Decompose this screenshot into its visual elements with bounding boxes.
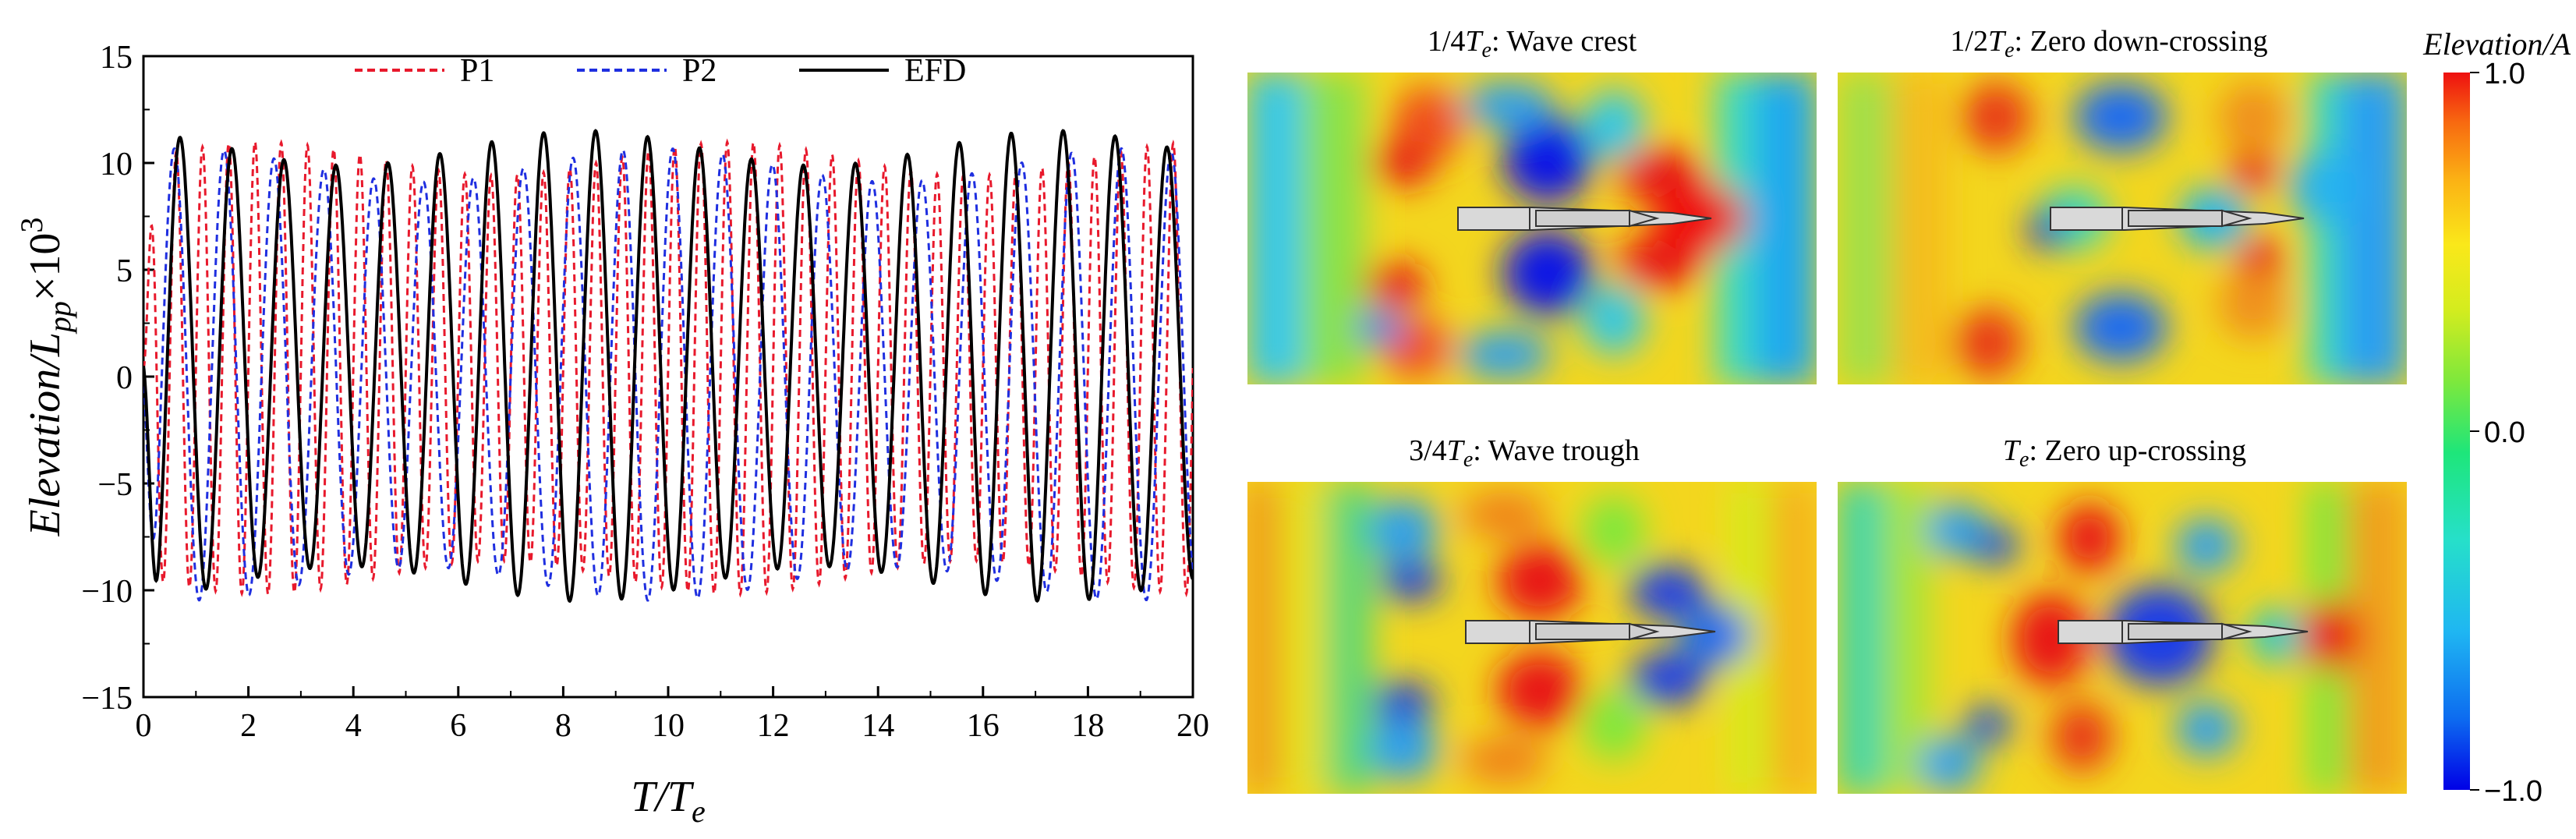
series-layer: [143, 129, 1193, 604]
y-axis-ticks: 15 10 5 0 −5 −10 −15: [81, 40, 154, 717]
x-tick-label: 20: [1177, 708, 1209, 744]
y-tick-label: 15: [100, 40, 133, 76]
x-tick-label: 6: [450, 708, 466, 744]
x-tick-label: 10: [652, 708, 685, 744]
ship-hull: [2050, 207, 2305, 231]
legend-label-p1: P1: [460, 53, 494, 89]
x-tick-label: 16: [967, 708, 1000, 744]
y-tick-label: −10: [81, 574, 133, 610]
x-tick-label: 0: [136, 708, 152, 744]
legend: P1 P2 EFD: [355, 53, 966, 89]
contour-panel-zero-down-crossing: 1/2Te: Zero down-crossing: [1838, 25, 2407, 384]
ship-hull: [1465, 620, 1716, 644]
x-tick-label: 8: [555, 708, 571, 744]
colorbar-gradient: [2443, 73, 2470, 790]
colorbar: Elevation/A 1.0 0.0 −1.0: [2422, 27, 2571, 808]
series-line-efd: [143, 129, 1193, 604]
y-tick-label: −15: [81, 681, 133, 717]
ship-hull: [1457, 207, 1712, 231]
contour-panel-wave-trough: 3/4Te: Wave trough: [1247, 434, 1817, 794]
colorbar-ticks: 1.0 0.0 −1.0: [2470, 58, 2542, 808]
y-tick-label: 5: [116, 253, 133, 289]
legend-label-efd: EFD: [904, 53, 966, 89]
colorbar-label: Elevation/A: [2422, 27, 2571, 62]
line-chart: 0 2 4 6 8 10 12 14 16 18 20 15 10 5 0 −5 −10 −15 P1 P2 E…: [14, 40, 1209, 829]
panel-title-zero-up-crossing: Te: Zero up-crossing: [2003, 434, 2246, 472]
colorbar-tick-label: −1.0: [2484, 775, 2542, 808]
contour-panel-wave-crest: 1/4Te: Wave crest: [1247, 25, 1817, 384]
ship-hull: [2058, 620, 2309, 644]
colorbar-tick-label: 1.0: [2484, 58, 2525, 90]
x-axis-label: T/Te: [631, 773, 706, 829]
legend-label-p2: P2: [682, 53, 717, 89]
contour-panels: 1/4Te: Wave crest: [1247, 25, 2571, 808]
panel-title-wave-trough: 3/4Te: Wave trough: [1409, 434, 1640, 472]
x-tick-label: 14: [862, 708, 894, 744]
y-tick-label: 10: [100, 147, 133, 182]
panel-title-wave-crest: 1/4Te: Wave crest: [1428, 25, 1637, 62]
x-tick-label: 4: [345, 708, 362, 744]
panel-title-zero-down-crossing: 1/2Te: Zero down-crossing: [1950, 25, 2267, 62]
x-tick-label: 2: [240, 708, 257, 744]
contour-panel-zero-up-crossing: Te: Zero up-crossing: [1838, 434, 2407, 794]
y-axis-label: Elevation/Lpp×103: [14, 218, 77, 537]
x-axis-ticks: 0 2 4 6 8 10 12 14 16 18 20: [136, 686, 1209, 744]
x-tick-label: 18: [1071, 708, 1104, 744]
x-tick-label: 12: [757, 708, 790, 744]
colorbar-tick-label: 0.0: [2484, 416, 2525, 449]
y-tick-label: −5: [97, 467, 133, 503]
y-tick-label: 0: [116, 360, 133, 396]
